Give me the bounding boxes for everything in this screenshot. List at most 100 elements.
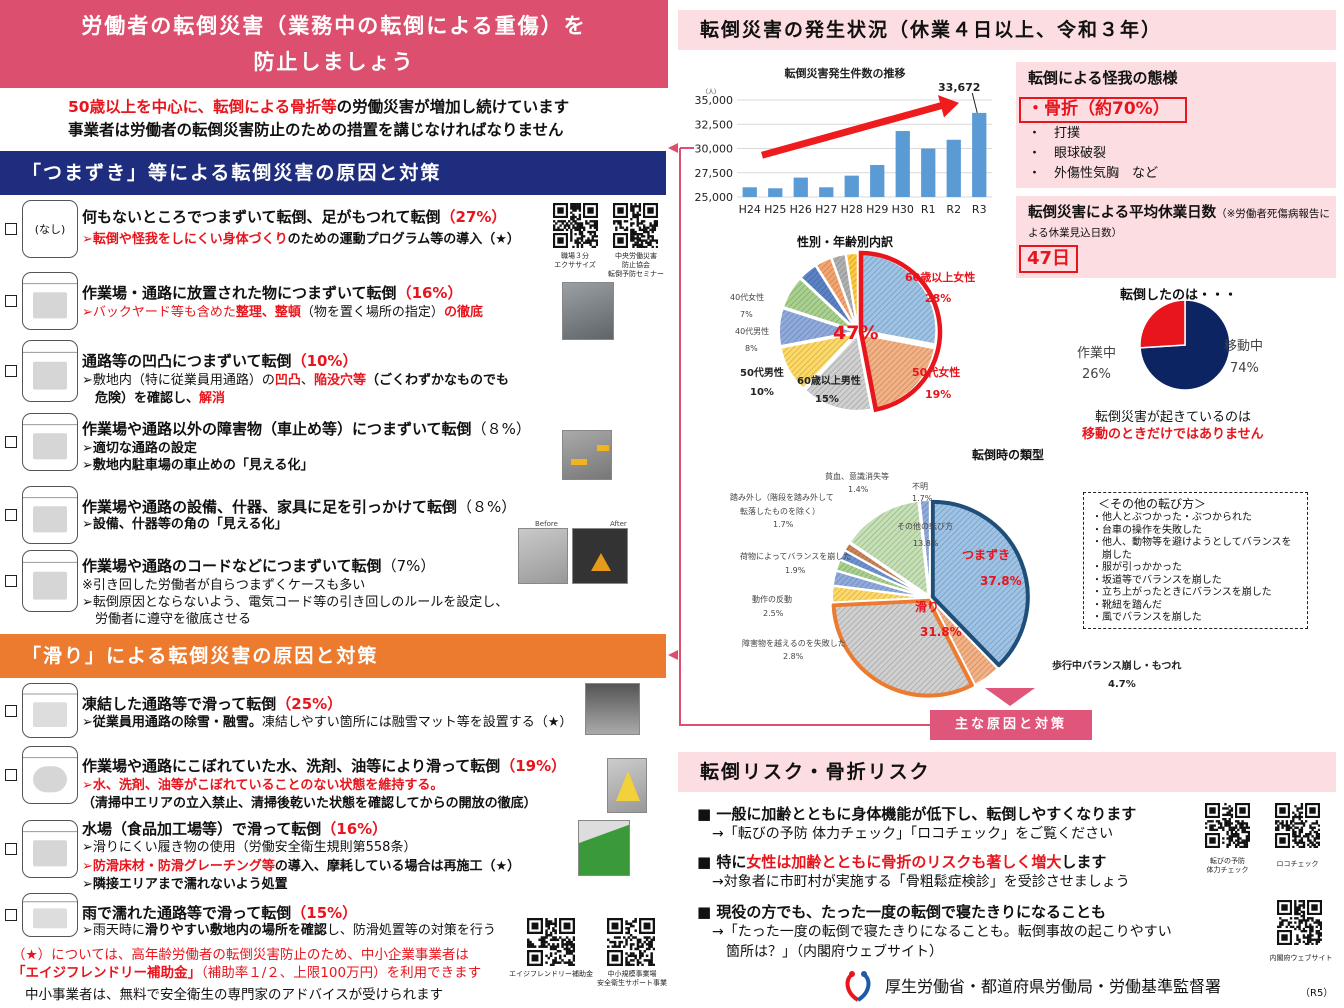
injury-box: 転倒による怪我の態様 ・骨折（約70%） ・ 打撲 ・ 眼球破裂 ・ 外傷性気胸… — [1016, 62, 1336, 188]
checkbox[interactable] — [5, 769, 17, 781]
bar-H26 — [793, 177, 808, 197]
text-segment: ※引き回した労働者が自らつまずくケースも多い — [82, 578, 366, 593]
highlight-outline-women-50plus — [858, 250, 943, 413]
pie-slice-40代男性 — [778, 307, 856, 348]
label-working-pct: 26% — [1082, 367, 1111, 382]
risk-point-2: ■ 特に女性は加齢とともに骨折のリスクも著しく増大します — [697, 853, 1106, 872]
qr-code-sme-support[interactable] — [607, 918, 656, 970]
pct-unknown: 1.7% — [912, 494, 933, 503]
intro-line-1: 50歳以上を中心に、転倒による骨折等の労働災害が増加し続けています — [68, 98, 569, 117]
text-segment: ➢従業員用通路の除雪・融雪。 — [82, 715, 262, 730]
qr-code-seminar[interactable] — [613, 203, 659, 252]
qr-code-fitness-check[interactable] — [1205, 803, 1251, 852]
text-segment: （補助率１/２、上限100万円）を利用できます — [201, 965, 482, 981]
checkbox[interactable] — [5, 223, 17, 235]
text-segment: （８%） — [457, 498, 517, 516]
label-60plus-female: 60歳以上女性 — [905, 271, 976, 284]
text-segment: ➢雨天時に — [82, 923, 145, 938]
checkbox[interactable] — [5, 843, 17, 855]
text-segment: のための運動プログラム等の導入（★） — [287, 232, 520, 247]
qr-code-locomo-check[interactable] — [1275, 803, 1321, 852]
label-baggage: 荷物によってバランスを崩した — [740, 552, 852, 561]
label-40s-female: 40代女性 — [730, 293, 765, 302]
photo-anti-slip-floor — [578, 820, 630, 876]
checkbox[interactable] — [5, 509, 17, 521]
text-segment: （10%） — [291, 352, 358, 370]
y-tick-label: 35,000 — [695, 94, 734, 107]
qr-code-age-friendly[interactable] — [527, 918, 576, 970]
text-segment: ➢設備、什器等の角の「見える化」 — [82, 517, 288, 532]
ministry-logo-icon — [845, 971, 871, 1002]
bar-H28 — [844, 175, 859, 197]
down-arrow-icon — [985, 688, 1035, 706]
text-segment: 作業場や通路のコードなどにつまずいて転倒 — [82, 557, 382, 575]
checkbox[interactable] — [5, 365, 17, 377]
leave-title: 転倒災害による平均休業日数 — [1028, 205, 1217, 221]
intro-line-2: 事業者は労働者の転倒災害防止のための措置を講じなければなりません — [68, 121, 564, 140]
pie-chart-fall-type — [831, 499, 1030, 698]
bar-H25 — [768, 188, 783, 197]
checkbox[interactable] — [5, 436, 17, 448]
countermeasure-line: ➢転倒や怪我をしにくい身体づくりのための運動プログラム等の導入（★） — [82, 231, 520, 248]
checkbox[interactable] — [5, 295, 17, 307]
risk-point-2-sub: →対象者に市町村が実施する「骨粗鬆症検診」を受診させましょう — [712, 874, 1130, 890]
pie-slice-60歳以上男性 — [803, 332, 873, 412]
x-tick-label: R1 — [921, 203, 936, 216]
pct-other: 13.8% — [913, 539, 939, 548]
cause-title: 作業場・通路に放置された物につまずいて転倒（16%） — [82, 284, 462, 303]
checkbox[interactable] — [5, 704, 17, 717]
qr-code-cabinet-office[interactable] — [1277, 900, 1323, 949]
label-unknown: 不明 — [912, 482, 928, 491]
x-tick-label: H24 — [739, 203, 761, 216]
photo-car-stop — [562, 430, 612, 480]
subsidy-note-line-1: （★）については、高年齢労働者の転倒災害防止のため、中小企業事業者は — [12, 947, 469, 964]
subsidy-note-line-2: 「エイジフレンドリー補助金」（補助率１/２、上限100万円）を利用できます — [12, 965, 481, 982]
other-way-text: 風でバランスを崩した — [1102, 612, 1202, 623]
label-anemia: 貧血、意識消失等 — [825, 472, 889, 481]
label-40s-male: 40代男性 — [735, 327, 770, 336]
countermeasure-line: ※引き回した労働者が自らつまずくケースも多い — [82, 577, 365, 594]
checkbox[interactable] — [5, 575, 17, 587]
moving-pie-title: 転倒したのは・・・ — [1120, 288, 1238, 303]
text-segment: ➢バックヤード等も含めた — [82, 305, 236, 320]
other-way-text: 服が引っかかった — [1102, 562, 1182, 573]
countermeasure-line: （清掃中エリアの立入禁止、清掃後乾いた状態を確認してからの開放の徹底） — [82, 795, 537, 812]
free-advice-note: 中小事業者は、無料で安全衛生の専門家のアドバイスが受けられます — [25, 987, 443, 1004]
countermeasure-line: ➢隣接エリアまで濡れないよう処置 — [82, 876, 288, 893]
main-causes-button[interactable]: 主な原因と対策 — [930, 710, 1092, 740]
countermeasure-line: ➢敷地内（特に従業員用通路）の凹凸、陥没穴等（ごくわずかなものでも — [82, 372, 509, 389]
qr-label-cabinet-office: 内閣府ウェブサイト — [1269, 954, 1333, 962]
injury-item-text: 眼球破裂 — [1054, 146, 1107, 161]
text-segment: 水場（食品加工場等）で滑って転倒 — [82, 820, 322, 838]
text-segment: 雨で濡れた通路等で滑って転倒 — [82, 904, 292, 922]
leave-days-box: 転倒災害による平均休業日数（※労働者死傷病報告による休業見込日数） 47日 — [1016, 196, 1336, 278]
data-label-r3: 33,672 — [938, 81, 980, 94]
pct-trip: 37.8% — [980, 574, 1022, 588]
connector-to-button — [680, 724, 930, 726]
checkbox[interactable] — [5, 909, 17, 921]
other-way-item: ・服が引っかかった — [1092, 562, 1182, 573]
countermeasure-line: 労働者に遵守を徹底させる — [82, 611, 251, 628]
other-way-item: ・坂道等でバランスを崩した — [1092, 574, 1222, 586]
text-segment: （物を置く場所の指定） — [300, 305, 444, 320]
text-segment: ■ 一般に加齢とともに身体機能が低下し、転倒しやすくなります — [697, 805, 1137, 823]
moving-caption-2: 移動のときだけではありません — [1082, 427, 1264, 442]
text-segment: 労働者に遵守を徹底させる — [82, 612, 252, 627]
label-misstep-1: 踏み外し（階段を踏み外して — [730, 493, 834, 502]
bar-H29 — [870, 164, 885, 197]
pct-balance: 4.7% — [1108, 679, 1136, 690]
pct-obstacle: 2.8% — [783, 652, 804, 661]
slice-highlight-border — [930, 499, 1030, 668]
section-slipping-title: 「滑り」による転倒災害の原因と対策 — [0, 634, 666, 678]
text-segment: （清掃中エリアの立入禁止、清掃後乾いた状態を確認してからの開放の徹底） — [82, 796, 537, 811]
text-segment: 事業者は労働者の転倒災害防止のための措置を講じなければなりません — [68, 121, 564, 139]
qr-code-exercise[interactable] — [553, 203, 599, 252]
other-way-text: 他人とぶつかった・ぶつかられた — [1102, 512, 1252, 523]
cord-icon — [22, 550, 78, 612]
text-segment: 作業場や通路にこぼれていた水、洗剤、油等により滑って転倒 — [82, 757, 501, 775]
leave-days-value: 47日 — [1019, 245, 1078, 273]
text-segment: 作業場・通路に放置された物につまずいて転倒 — [82, 284, 397, 302]
other-ways-title: ＜その他の転び方＞ — [1098, 497, 1207, 511]
cause-title: 雨で濡れた通路等で滑って転倒（15%） — [82, 904, 357, 923]
injury-item-3: ・ 外傷性気胸 など — [1028, 166, 1159, 181]
